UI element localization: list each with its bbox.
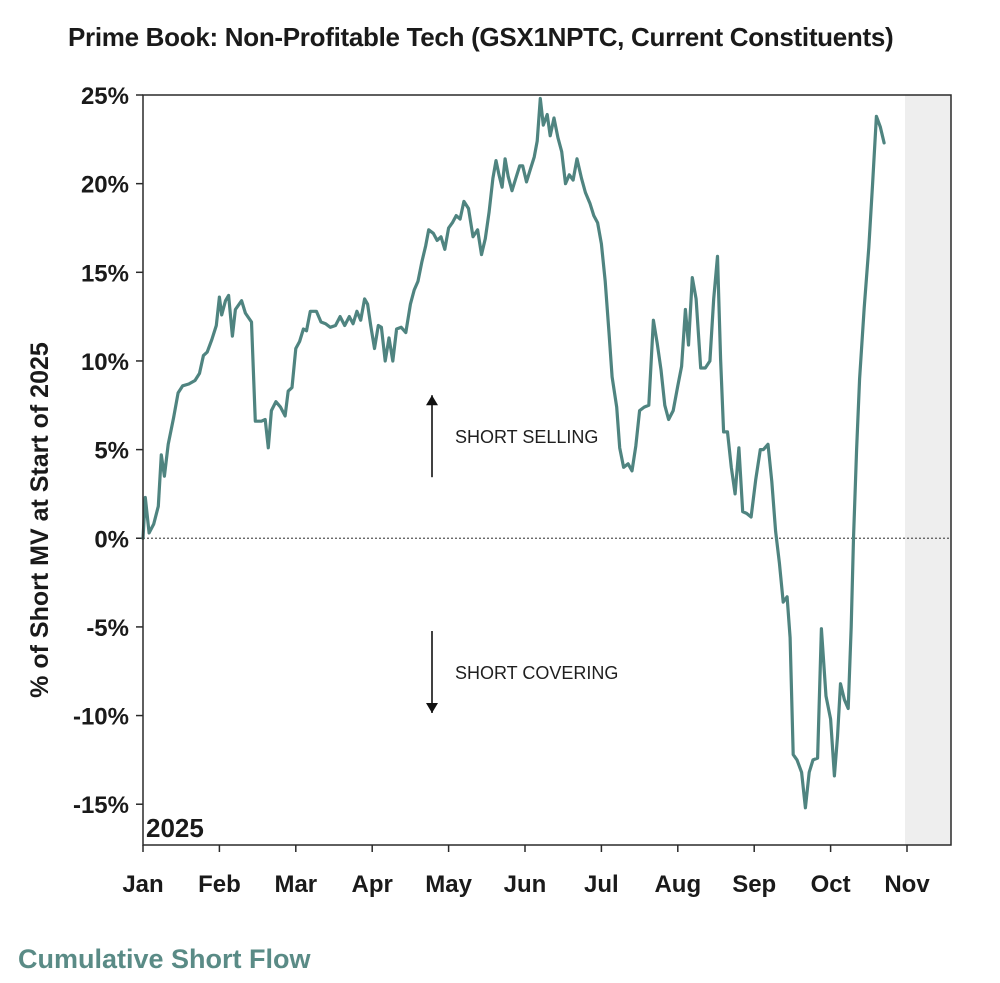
y-tick-label: -5%	[86, 615, 129, 642]
y-axis-ticks: 25% 20% 15% 10% 5% 0% -5% -10% -15%	[73, 83, 143, 819]
y-tick-label: 5%	[94, 438, 129, 465]
annotations: SHORT SELLING SHORT COVERING	[426, 395, 618, 714]
x-tick-label: Nov	[884, 871, 930, 898]
y-tick-label: 15%	[81, 260, 129, 287]
x-tick-label: Jul	[584, 871, 619, 898]
y-tick-label: 25%	[81, 83, 129, 110]
arrow-head-icon	[426, 395, 438, 406]
x-tick-label: Jan	[122, 871, 163, 898]
annotation-label: SHORT COVERING	[455, 663, 618, 683]
year-label: 2025	[146, 813, 204, 843]
x-tick-label: Aug	[654, 871, 701, 898]
x-tick-label: Mar	[274, 871, 317, 898]
x-tick-label: Jun	[504, 871, 547, 898]
y-tick-label: 10%	[81, 349, 129, 376]
annotation-label: SHORT SELLING	[455, 427, 598, 447]
y-tick-label: 20%	[81, 172, 129, 199]
y-tick-label: -10%	[73, 704, 129, 731]
y-axis-label: % of Short MV at Start of 2025	[26, 342, 54, 698]
series-line	[141, 96, 886, 810]
footer-caption: Cumulative Short Flow	[18, 944, 311, 974]
x-tick-label: May	[425, 871, 472, 898]
y-tick-label: -15%	[73, 792, 129, 819]
x-tick-label: Sep	[732, 871, 776, 898]
shaded-recent-period	[905, 95, 951, 845]
y-tick-label: 0%	[94, 526, 129, 553]
x-tick-label: Apr	[352, 871, 393, 898]
x-tick-label: Feb	[198, 871, 241, 898]
x-tick-label: Oct	[811, 871, 851, 898]
chart-title: Prime Book: Non-Profitable Tech (GSX1NPT…	[68, 22, 894, 52]
series-lines	[141, 96, 886, 810]
x-axis-ticks: Jan Feb Mar Apr May Jun Jul Aug Sep Oct Nov	[122, 845, 930, 898]
arrow-head-icon	[426, 703, 438, 714]
plot-frame	[142, 94, 952, 846]
